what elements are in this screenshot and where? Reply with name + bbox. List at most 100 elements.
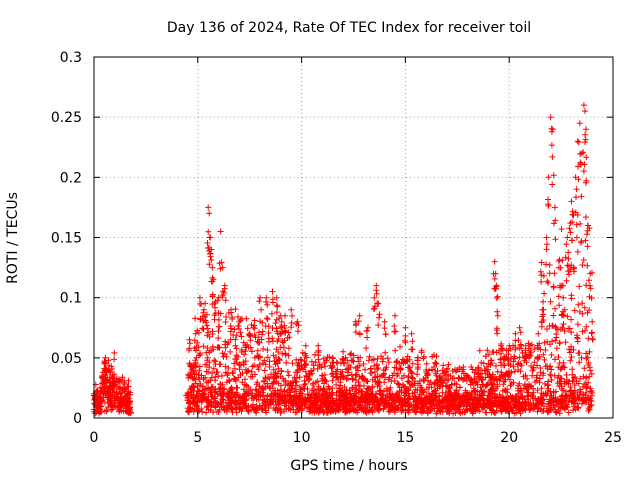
data-point (511, 368, 518, 375)
data-point (579, 400, 585, 407)
data-point (245, 408, 252, 415)
data-point (582, 131, 589, 138)
data-point (236, 361, 243, 368)
data-point (398, 359, 405, 366)
data-point (258, 336, 265, 343)
data-point (543, 241, 550, 248)
data-point (342, 354, 349, 361)
data-point (578, 193, 585, 200)
data-point (289, 360, 296, 367)
data-point (257, 318, 264, 325)
data-point (578, 238, 585, 245)
data-point (453, 368, 460, 375)
data-point (471, 388, 478, 395)
data-point (436, 401, 443, 408)
data-point (203, 386, 210, 393)
data-point (288, 324, 295, 331)
data-point (227, 323, 234, 329)
data-point (394, 391, 401, 398)
data-point (341, 360, 348, 367)
data-point (204, 325, 211, 332)
data-points (91, 102, 596, 417)
data-point (476, 408, 483, 415)
data-point (270, 366, 277, 373)
data-point (329, 385, 336, 392)
data-point (449, 368, 456, 374)
data-point (456, 408, 463, 415)
data-point (243, 369, 250, 376)
data-point (494, 381, 501, 388)
data-point (273, 294, 280, 301)
data-point (576, 283, 583, 290)
data-point (585, 405, 592, 412)
data-point (564, 313, 571, 320)
data-point (303, 360, 309, 367)
data-point (418, 384, 425, 391)
data-point (209, 264, 216, 271)
data-point (364, 385, 371, 392)
data-point (274, 303, 281, 310)
data-point (209, 370, 216, 377)
data-point (566, 225, 573, 232)
data-point (400, 407, 407, 414)
data-point (527, 349, 534, 356)
data-point (445, 361, 452, 368)
data-point (410, 401, 417, 408)
data-point (117, 401, 124, 408)
data-point (240, 386, 247, 393)
x-axis-label: GPS time / hours (290, 458, 407, 474)
data-point (106, 362, 112, 369)
data-point (538, 259, 545, 266)
data-point (256, 383, 263, 390)
data-point (566, 271, 572, 278)
data-point (302, 380, 309, 387)
data-point (219, 392, 226, 399)
data-point (247, 337, 254, 344)
data-point (522, 372, 529, 379)
data-point (211, 357, 218, 364)
data-point (536, 340, 543, 347)
data-point (259, 360, 266, 367)
data-point (256, 329, 262, 336)
data-point (552, 337, 559, 344)
data-point (302, 361, 309, 368)
data-point (505, 357, 512, 364)
data-point (580, 102, 587, 109)
data-point (583, 374, 590, 381)
data-point (528, 363, 535, 369)
data-point (436, 392, 443, 399)
data-point (398, 375, 405, 382)
data-point (456, 397, 463, 404)
data-point (478, 388, 485, 395)
data-point (482, 383, 489, 390)
data-point (565, 325, 572, 332)
data-point (578, 160, 584, 167)
data-point (309, 409, 316, 416)
data-point (98, 403, 105, 410)
data-point (326, 386, 333, 393)
data-point (468, 364, 475, 370)
data-point (245, 384, 252, 390)
data-point (386, 408, 393, 415)
data-point (555, 354, 562, 361)
data-point (114, 383, 121, 390)
data-point (550, 389, 557, 396)
data-point (553, 334, 560, 341)
data-point (209, 383, 216, 390)
data-point (109, 374, 116, 381)
data-point (369, 357, 375, 363)
data-point (424, 372, 431, 379)
data-point (579, 300, 586, 307)
data-point (540, 351, 547, 358)
data-point (481, 367, 488, 374)
data-point (581, 304, 588, 311)
data-point (420, 355, 427, 362)
data-point (99, 375, 106, 382)
data-point (364, 392, 370, 399)
data-point (377, 388, 384, 395)
data-point (235, 322, 242, 329)
data-point (359, 375, 366, 382)
data-point (293, 378, 300, 385)
data-point (358, 396, 364, 403)
data-point (556, 302, 563, 309)
